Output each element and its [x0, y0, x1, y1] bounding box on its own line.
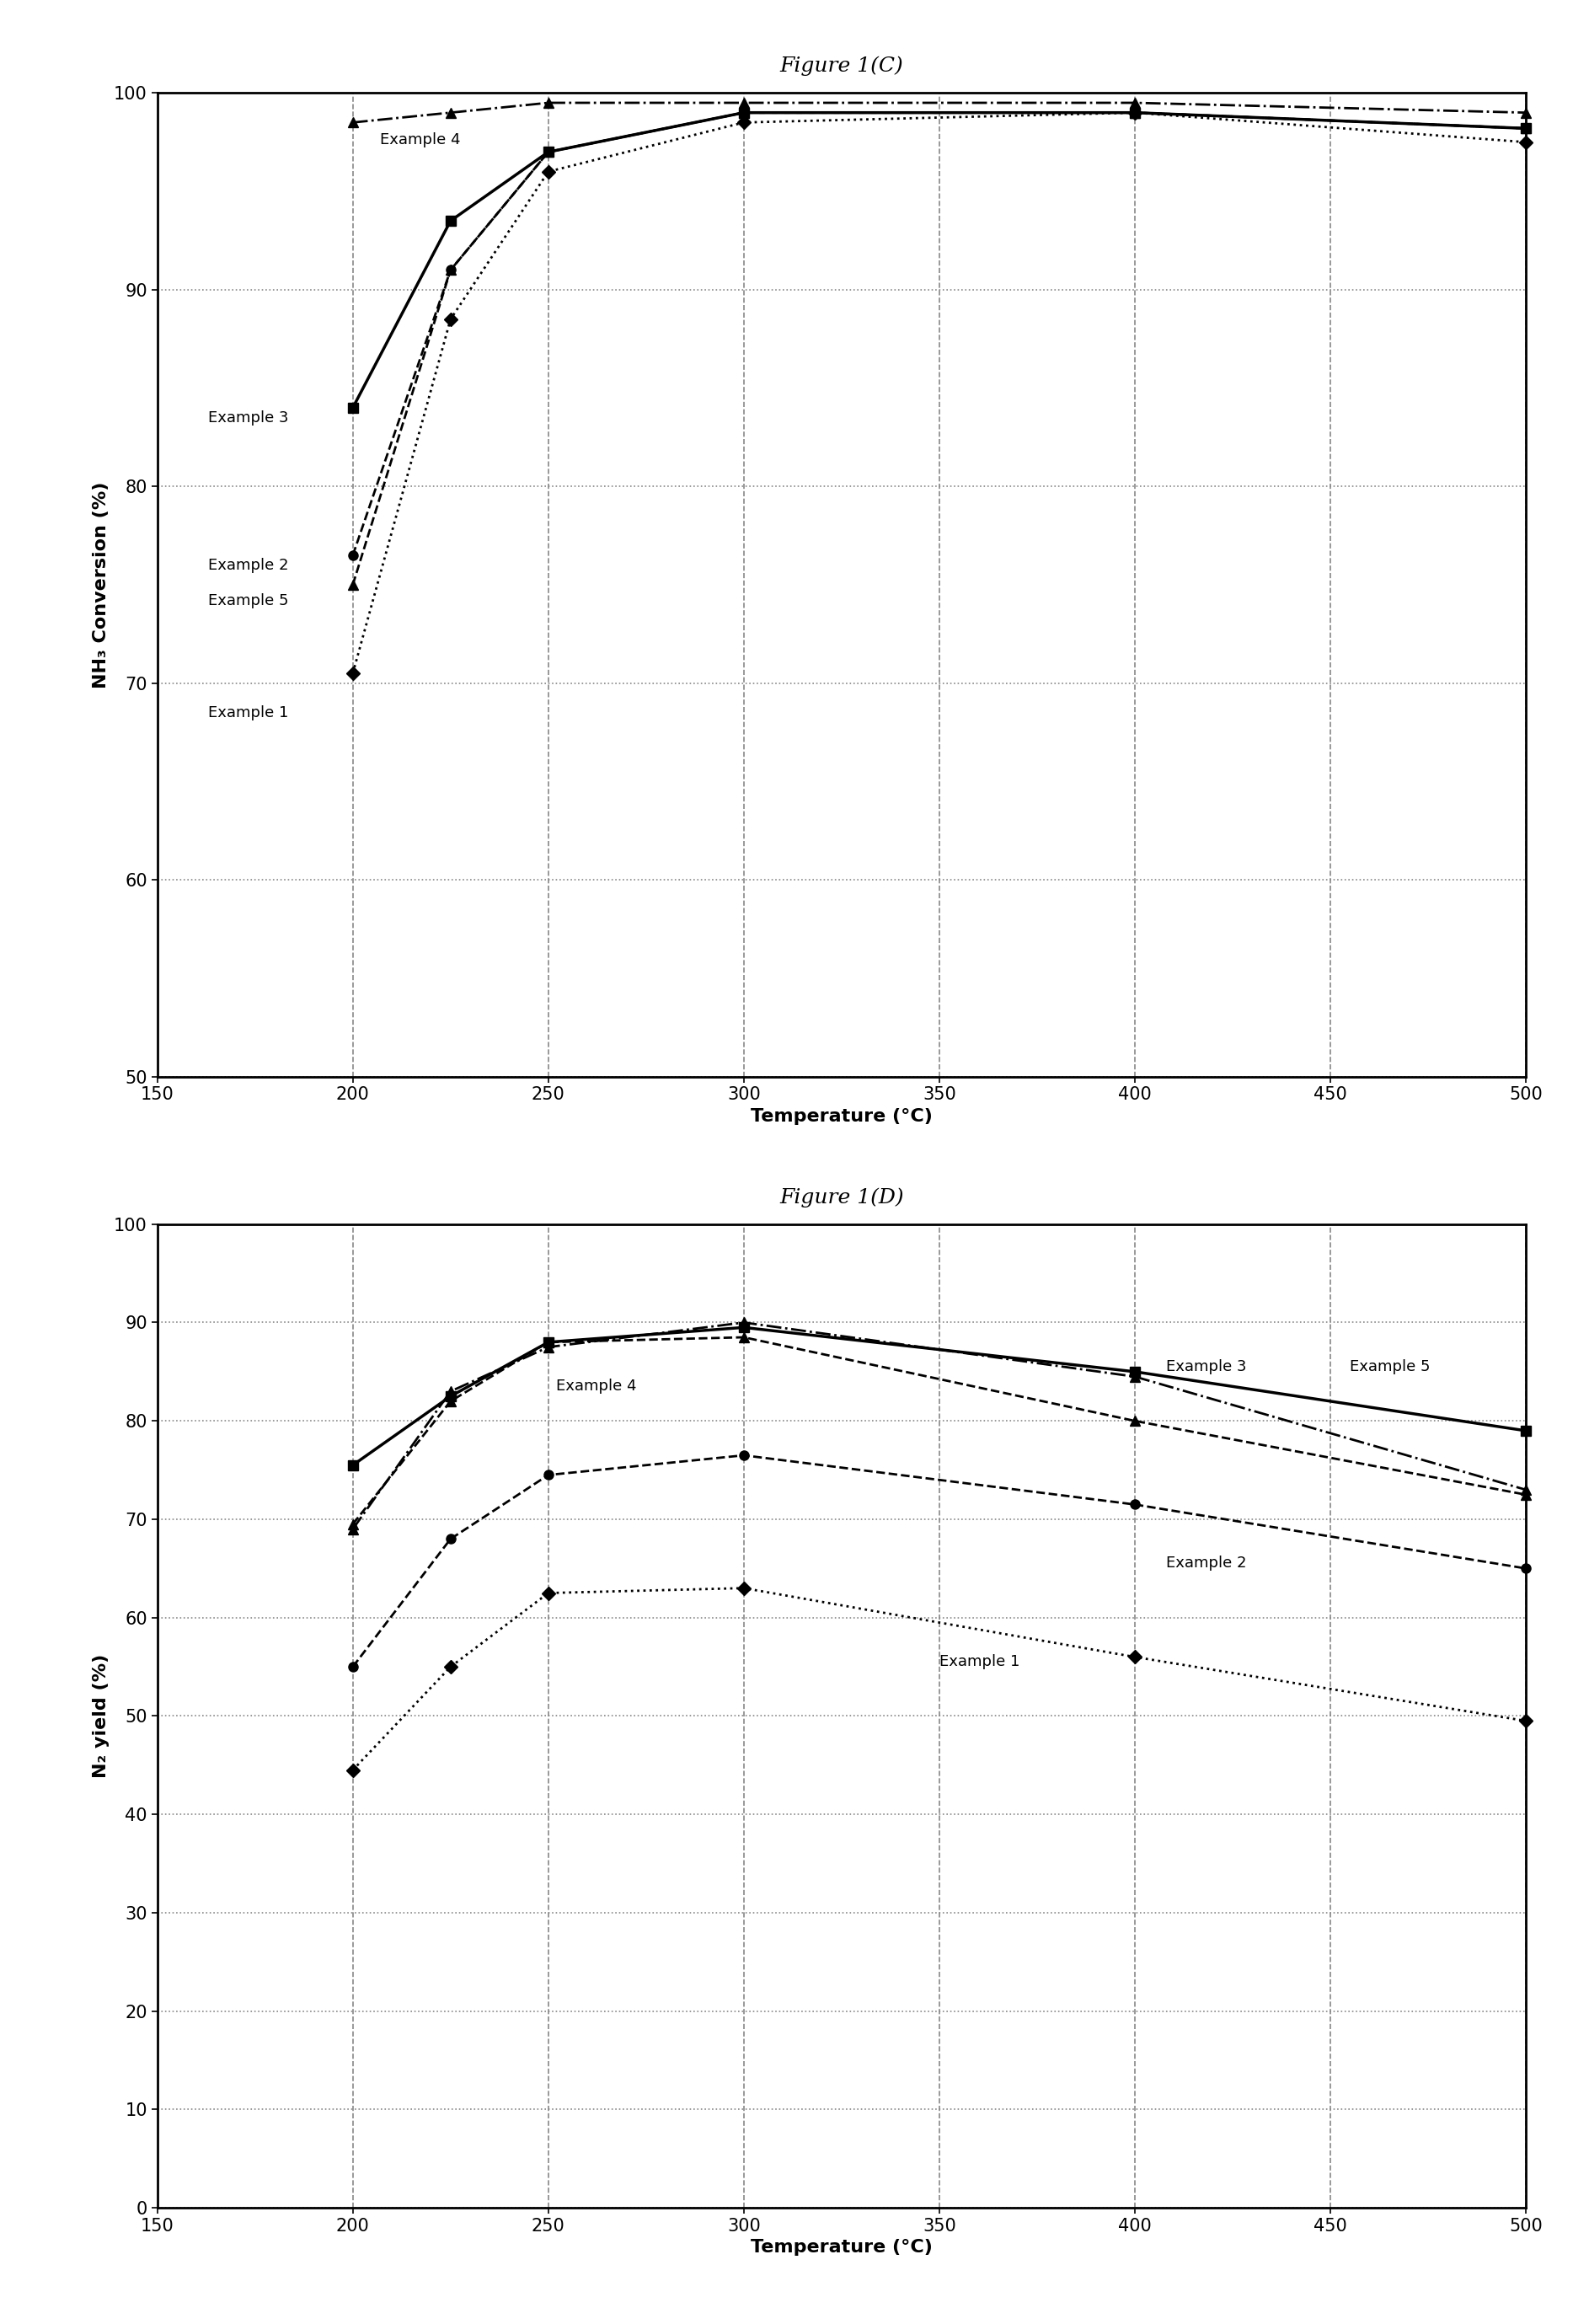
Text: Example 1: Example 1 — [939, 1655, 1019, 1669]
Text: Example 2: Example 2 — [1166, 1557, 1246, 1571]
Text: Example 1: Example 1 — [208, 704, 288, 720]
X-axis label: Temperature (°C): Temperature (°C) — [750, 1109, 933, 1125]
Y-axis label: NH₃ Conversion (%): NH₃ Conversion (%) — [93, 481, 109, 688]
Text: Example 3: Example 3 — [1166, 1360, 1246, 1373]
Text: Example 3: Example 3 — [208, 409, 288, 425]
Title: Figure 1(C): Figure 1(C) — [780, 56, 903, 77]
Text: Example 4: Example 4 — [557, 1378, 637, 1394]
X-axis label: Temperature (°C): Temperature (°C) — [750, 2240, 933, 2257]
Text: Example 5: Example 5 — [1350, 1360, 1430, 1373]
Title: Figure 1(D): Figure 1(D) — [779, 1188, 904, 1206]
Text: Example 2: Example 2 — [208, 558, 288, 572]
Y-axis label: N₂ yield (%): N₂ yield (%) — [93, 1655, 109, 1778]
Text: Example 5: Example 5 — [208, 593, 288, 609]
Text: Example 4: Example 4 — [381, 132, 461, 149]
